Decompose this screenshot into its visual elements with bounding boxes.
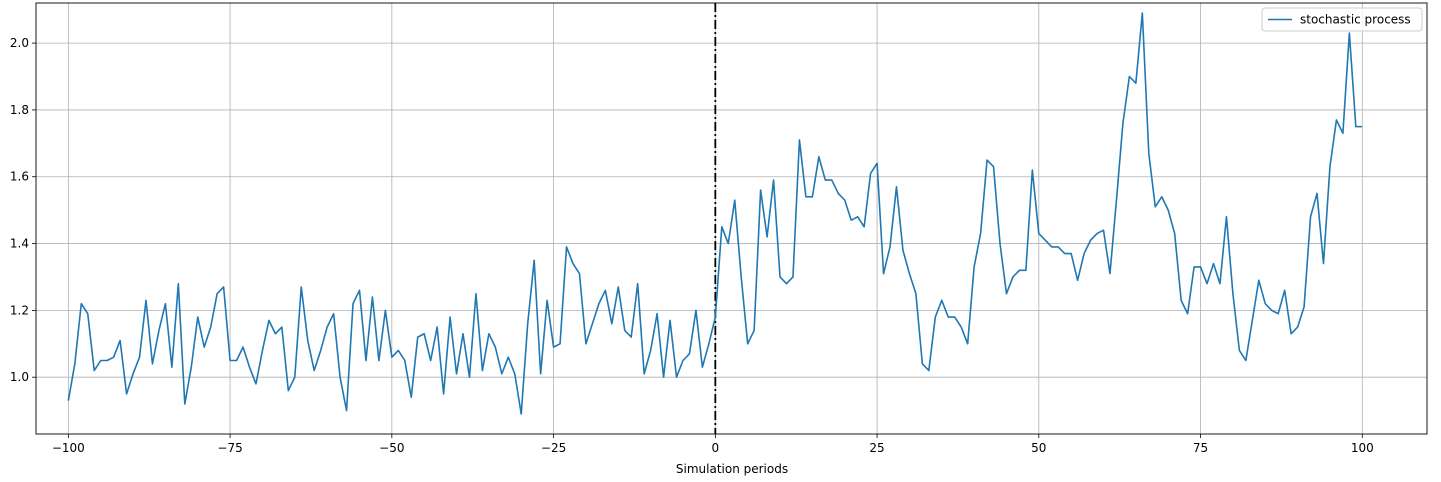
- x-tick-label: 75: [1193, 441, 1208, 455]
- y-tick-label: 1.8: [10, 103, 29, 117]
- y-tick-label: 1.4: [10, 237, 29, 251]
- x-axis-label: Simulation periods: [676, 462, 788, 476]
- y-tick-label: 2.0: [10, 36, 29, 50]
- x-tick-label: 50: [1031, 441, 1046, 455]
- series-layer: [67, 12, 1363, 415]
- plot-frame: [35, 2, 1428, 435]
- y-tick-label: 1.2: [10, 303, 29, 317]
- legend: stochastic process: [1261, 7, 1423, 32]
- y-tick-label: 1.0: [10, 370, 29, 384]
- x-tick-label: 100: [1351, 441, 1374, 455]
- x-tick-label: 25: [869, 441, 884, 455]
- series-line: [67, 12, 1363, 415]
- x-tick-label: −50: [379, 441, 404, 455]
- y-axis: 1.0 1.2 1.4 1.6 1.8 2.0: [10, 36, 36, 384]
- x-tick-label: −25: [541, 441, 566, 455]
- x-axis: −100 −75 −50 −25 0 25 50 75 100: [52, 434, 1374, 455]
- x-tick-label: −75: [217, 441, 242, 455]
- legend-label: stochastic process: [1300, 13, 1411, 27]
- grid: [36, 3, 1427, 434]
- plot-border: [35, 2, 1428, 435]
- x-tick-label: 0: [712, 441, 720, 455]
- x-tick-label: −100: [52, 441, 85, 455]
- y-tick-label: 1.6: [10, 170, 29, 184]
- legend-box: [1261, 7, 1423, 32]
